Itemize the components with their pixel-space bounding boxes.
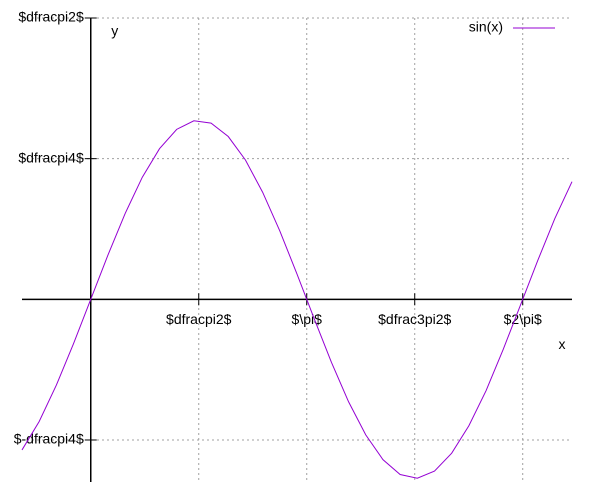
- x-tick-label: $\pi$: [292, 311, 323, 327]
- x-tick-label: $dfracpi2$: [166, 311, 232, 327]
- x-tick-label: $2\pi$: [504, 311, 542, 327]
- y-tick-label: $dfracpi4$: [18, 149, 84, 165]
- legend-label: sin(x): [469, 19, 503, 35]
- line-series: [21, 120, 573, 479]
- y-tick-label: $dfracpi2$: [18, 9, 84, 25]
- y-axis-label: y: [111, 23, 118, 39]
- x-tick-label: $dfrac3pi2$: [378, 311, 451, 327]
- y-tick-label: $-dfracpi4$: [14, 431, 84, 447]
- x-axis-label: x: [559, 336, 566, 352]
